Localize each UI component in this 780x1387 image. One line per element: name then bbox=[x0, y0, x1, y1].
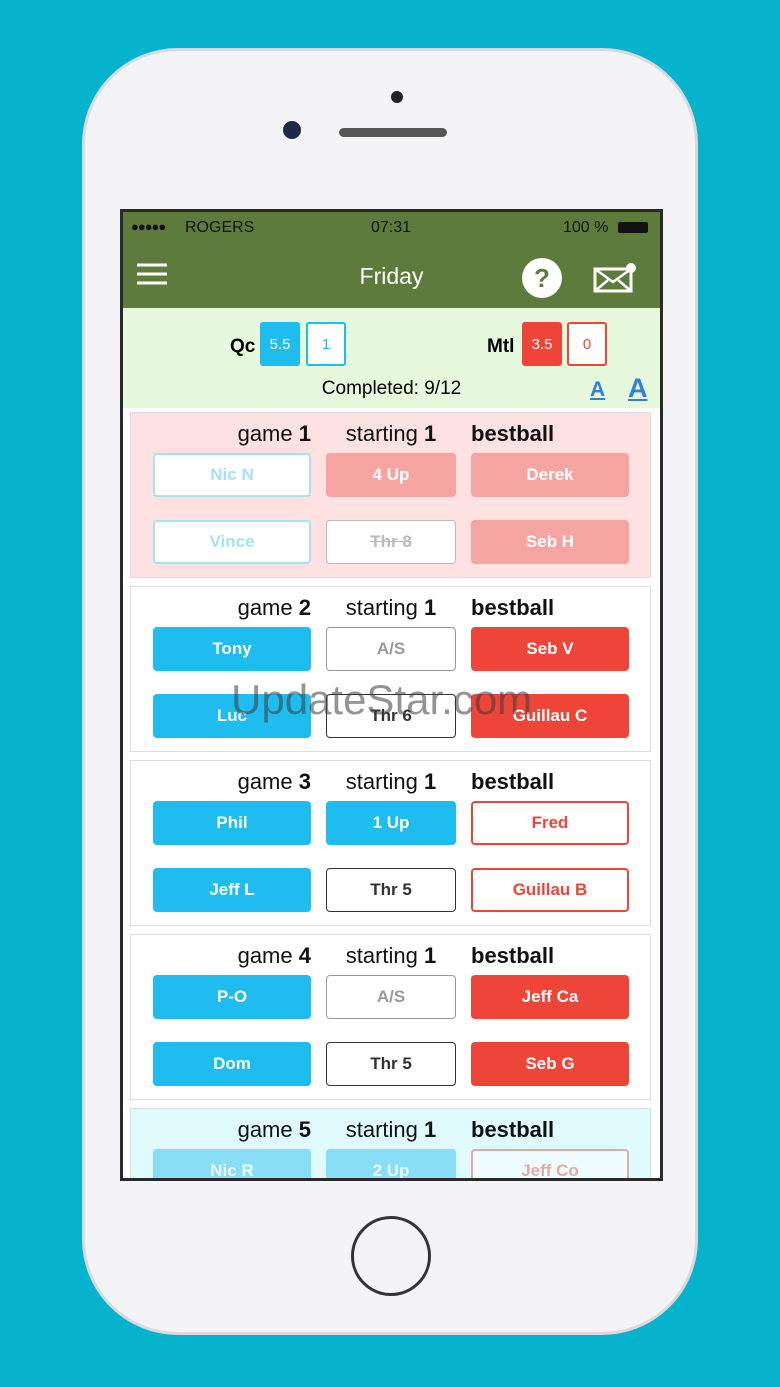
game-number: 1 bbox=[298, 421, 311, 446]
starting-header: starting 1 bbox=[326, 943, 456, 969]
team-name: Qc bbox=[230, 336, 256, 357]
player-button[interactable]: Seb V bbox=[471, 627, 629, 671]
starting-label: starting bbox=[345, 1117, 418, 1142]
game-card: game 4 starting 1 bestball P-O A/S Jeff Ca Dom… bbox=[130, 934, 651, 1100]
match-status[interactable]: Thr 5 bbox=[326, 1042, 456, 1086]
font-larger[interactable]: A bbox=[628, 373, 648, 403]
game-label: game bbox=[237, 769, 293, 794]
starting-number: 1 bbox=[424, 943, 437, 968]
screen: ●●●●● ROGERS 07:31 100 % Friday ? Qc 5.5… bbox=[120, 209, 663, 1181]
completed: Completed: 9/12 bbox=[321, 378, 462, 399]
game-label: game bbox=[237, 421, 293, 446]
starting-label: starting bbox=[345, 943, 418, 968]
menu-icon[interactable] bbox=[137, 263, 167, 285]
match-status[interactable]: Thr 6 bbox=[326, 694, 456, 738]
game-number: 5 bbox=[298, 1117, 311, 1142]
player-button[interactable]: Luc bbox=[153, 694, 311, 738]
font-smaller[interactable]: A bbox=[590, 378, 606, 401]
signal: ●●●●● bbox=[131, 219, 166, 234]
starting-number: 1 bbox=[424, 1117, 437, 1142]
player-button[interactable]: Guillau B bbox=[471, 868, 629, 912]
speaker bbox=[339, 128, 447, 137]
player-button[interactable]: Seb G bbox=[471, 1042, 629, 1086]
team-wins: 0 bbox=[567, 322, 607, 366]
player-button[interactable]: Seb H bbox=[471, 520, 629, 564]
game-number: 3 bbox=[298, 769, 311, 794]
sensor bbox=[391, 91, 403, 103]
starting-header: starting 1 bbox=[326, 421, 456, 447]
team-points: 5.5 bbox=[260, 322, 300, 366]
game-header: game 2 bbox=[131, 595, 311, 621]
svg-text:?: ? bbox=[534, 263, 550, 293]
player-button[interactable]: Tony bbox=[153, 627, 311, 671]
match-status[interactable]: A/S bbox=[326, 975, 456, 1019]
starting-label: starting bbox=[345, 421, 418, 446]
player-button[interactable]: Vince bbox=[153, 520, 311, 564]
player-button[interactable]: Dom bbox=[153, 1042, 311, 1086]
match-status[interactable]: Thr 8 bbox=[326, 520, 456, 564]
game-format: bestball bbox=[471, 1117, 555, 1142]
match-status[interactable]: Thr 5 bbox=[326, 868, 456, 912]
battery-text: 100 % bbox=[563, 219, 609, 236]
starting-number: 1 bbox=[424, 595, 437, 620]
camera bbox=[283, 121, 301, 139]
starting-header: starting 1 bbox=[326, 595, 456, 621]
game-header: game 5 bbox=[131, 1117, 311, 1143]
game-format: bestball bbox=[471, 595, 555, 620]
screen-title: Friday bbox=[359, 263, 424, 289]
player-button[interactable]: Jeff Ca bbox=[471, 975, 629, 1019]
status-bar: ●●●●● ROGERS 07:31 100 % bbox=[123, 212, 660, 243]
player-button[interactable]: Derek bbox=[471, 453, 629, 497]
game-card: game 3 starting 1 bestball Phil 1 Up Fred Jeff… bbox=[130, 760, 651, 926]
player-button[interactable]: Fred bbox=[471, 801, 629, 845]
game-label: game bbox=[237, 595, 293, 620]
game-number: 2 bbox=[298, 595, 311, 620]
player-button[interactable]: Jeff Co bbox=[471, 1149, 629, 1178]
team-wins: 1 bbox=[306, 322, 346, 366]
help-icon[interactable]: ? bbox=[521, 257, 563, 299]
mail-icon[interactable] bbox=[593, 261, 639, 293]
watermark: UpdateStar.com bbox=[231, 676, 533, 723]
player-button[interactable]: Phil bbox=[153, 801, 311, 845]
game-format: bestball bbox=[471, 421, 555, 446]
game-label: game bbox=[237, 943, 293, 968]
match-status[interactable]: A/S bbox=[326, 627, 456, 671]
player-button[interactable]: Guillau C bbox=[471, 694, 629, 738]
nav-bar: Friday ? bbox=[123, 243, 660, 308]
team-points: 3.5 bbox=[522, 322, 562, 366]
team-name: Mtl bbox=[487, 336, 515, 357]
time: 07:31 bbox=[371, 219, 412, 236]
battery-icon bbox=[618, 222, 648, 233]
game-header: game 3 bbox=[131, 769, 311, 795]
starting-label: starting bbox=[345, 595, 418, 620]
starting-header: starting 1 bbox=[326, 1117, 456, 1143]
game-card: game 5 starting 1 bestball Nic R 2 Up Jeff Co bbox=[130, 1108, 651, 1178]
player-button[interactable]: Nic N bbox=[153, 453, 311, 497]
game-number: 4 bbox=[298, 943, 311, 968]
match-status[interactable]: 2 Up bbox=[326, 1149, 456, 1178]
player-button[interactable]: Nic R bbox=[153, 1149, 311, 1178]
starting-number: 1 bbox=[424, 769, 437, 794]
game-label: game bbox=[237, 1117, 293, 1142]
player-button[interactable]: P-O bbox=[153, 975, 311, 1019]
starting-header: starting 1 bbox=[326, 769, 456, 795]
game-header: game 4 bbox=[131, 943, 311, 969]
player-button[interactable]: Jeff L bbox=[153, 868, 311, 912]
carrier: ROGERS bbox=[185, 219, 255, 236]
match-status[interactable]: 1 Up bbox=[326, 801, 456, 845]
game-card: game 2 starting 1 bestball Tony A/S Seb V Luc T… bbox=[130, 586, 651, 752]
game-format: bestball bbox=[471, 943, 555, 968]
game-header: game 1 bbox=[131, 421, 311, 447]
match-status[interactable]: 4 Up bbox=[326, 453, 456, 497]
starting-label: starting bbox=[345, 769, 418, 794]
game-format: bestball bbox=[471, 769, 555, 794]
home-button[interactable] bbox=[351, 1216, 431, 1296]
score-panel: Qc 5.5 1 Mtl 3.5 0 Completed: 9/12 A A bbox=[123, 308, 660, 408]
starting-number: 1 bbox=[424, 421, 437, 446]
